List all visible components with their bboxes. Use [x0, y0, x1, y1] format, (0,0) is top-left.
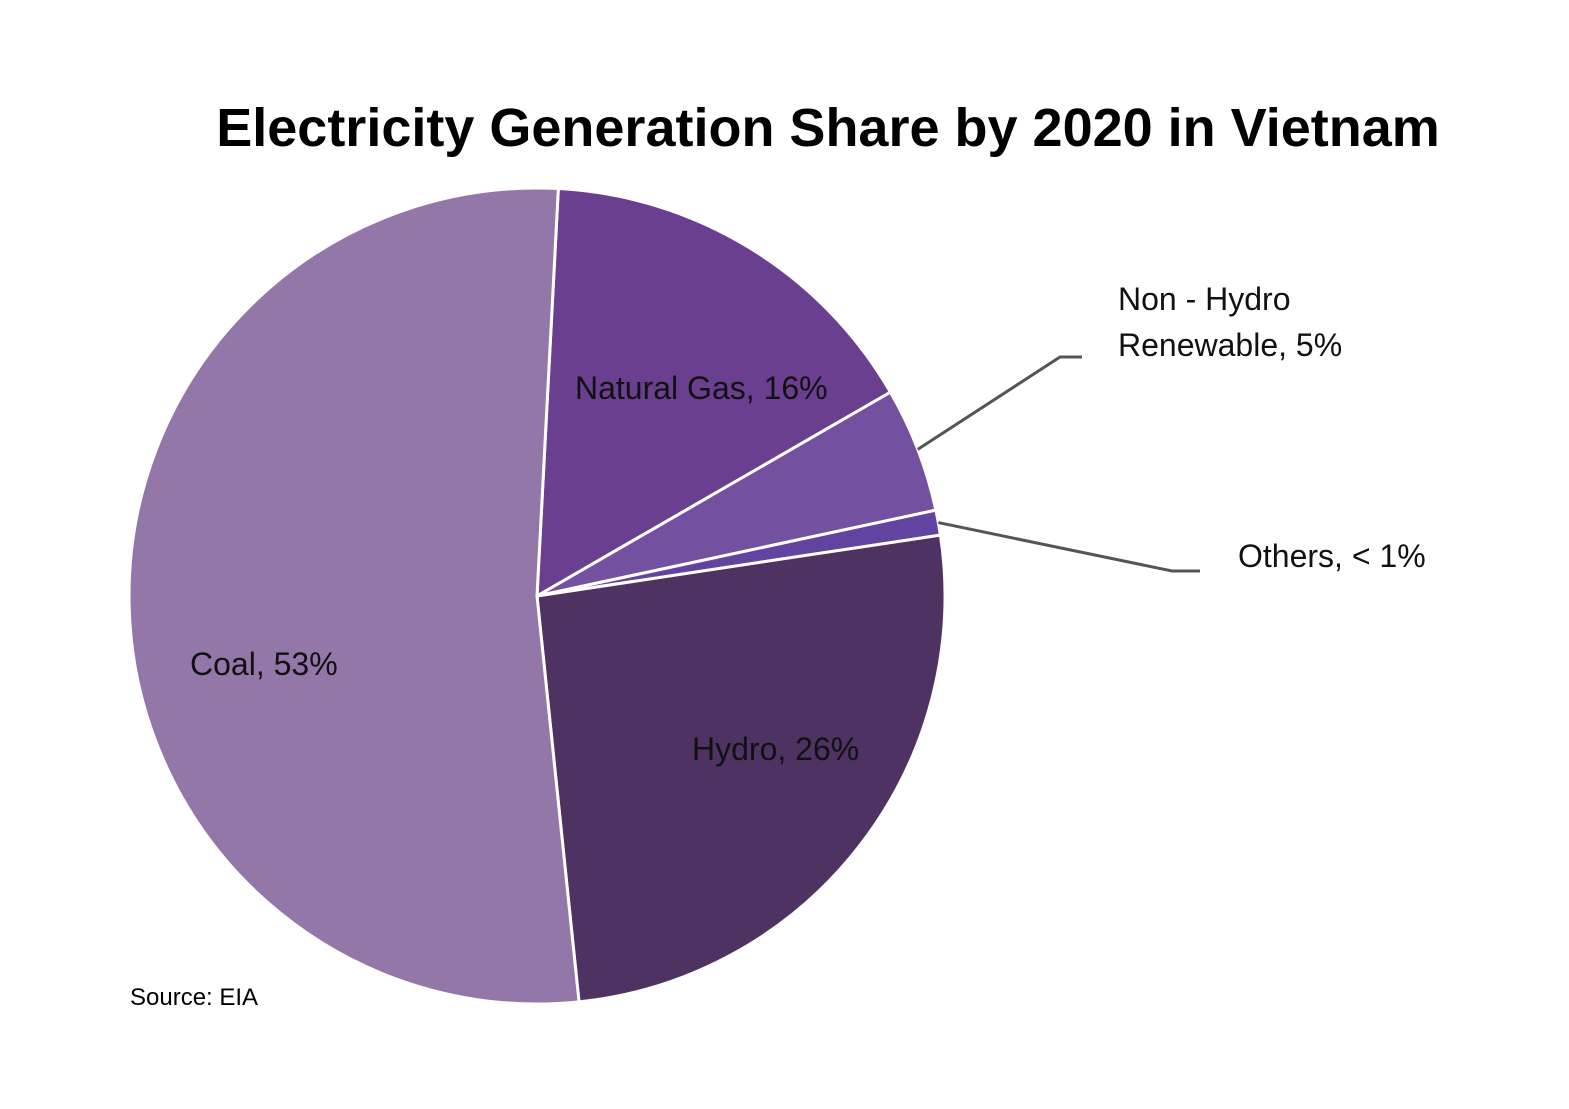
label-hydro: Hydro, 26%	[692, 731, 859, 767]
slice-labels: Natural Gas, 16% Non - Hydro Renewable, 5%…	[190, 281, 1426, 767]
slice-coal	[127, 186, 581, 1006]
pie-slices	[127, 186, 947, 1006]
label-others: Others, < 1%	[1238, 538, 1426, 574]
slice-natural-gas	[535, 186, 893, 599]
slice-hydro	[535, 533, 947, 1004]
leader-line-others	[938, 521, 1200, 573]
chart-title: Electricity Generation Share by 2020 in …	[216, 98, 1440, 158]
leader-lines	[916, 355, 1200, 573]
leader-line-non-hydro-renewable	[916, 355, 1082, 451]
label-line: Non - Hydro	[1118, 281, 1291, 317]
label-line: Renewable, 5%	[1118, 327, 1342, 363]
label-non-hydro-renewable: Non - Hydro Renewable, 5%	[1118, 281, 1342, 363]
label-coal: Coal, 53%	[190, 646, 338, 682]
label-natural-gas: Natural Gas, 16%	[575, 370, 828, 406]
source-note: Source: EIA	[130, 984, 258, 1011]
